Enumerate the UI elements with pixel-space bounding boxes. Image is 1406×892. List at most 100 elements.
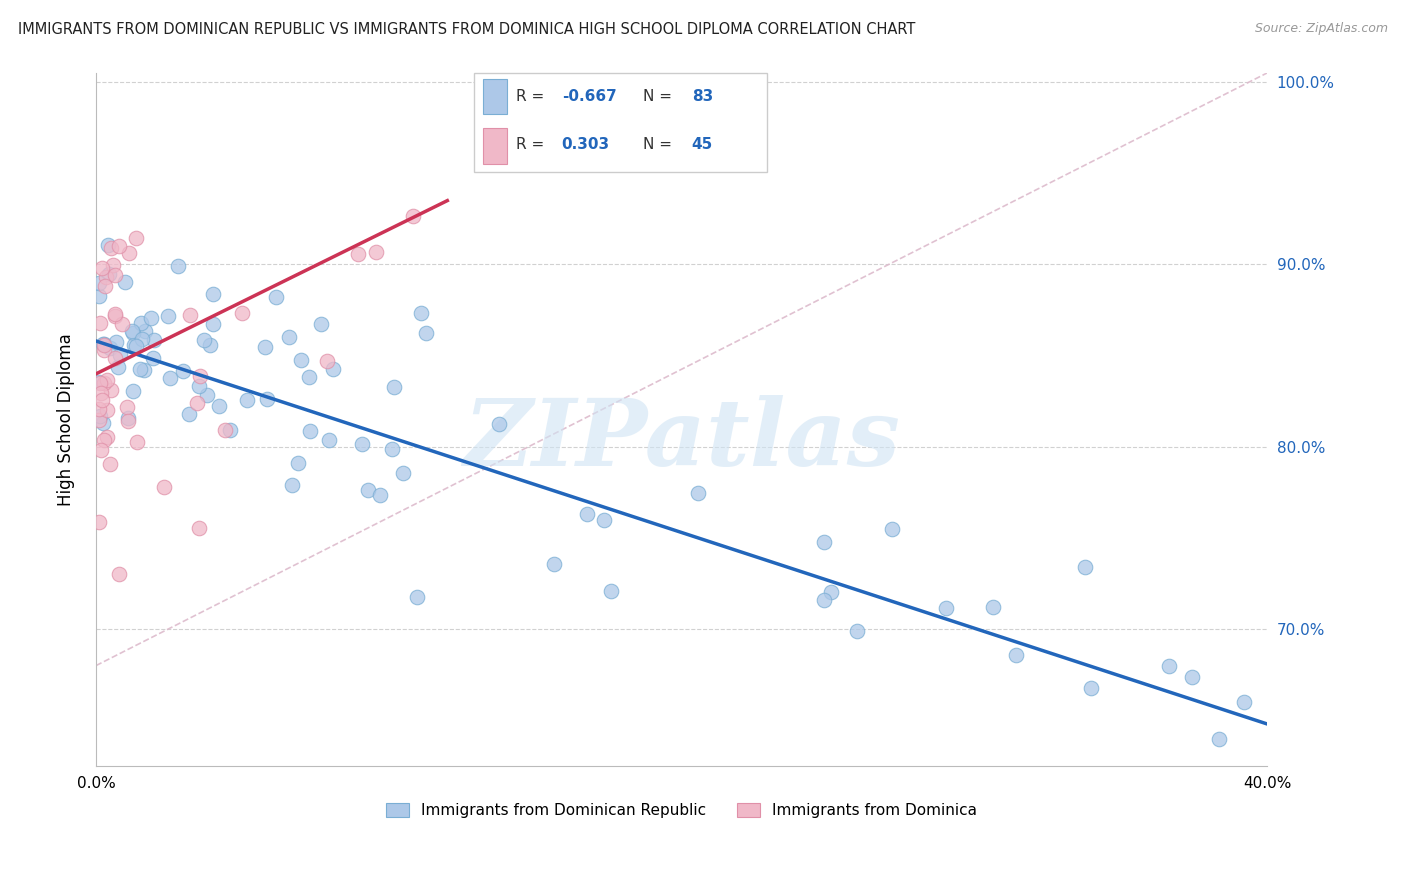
Point	[100, 241, 122, 255]
Point	[87, 276, 110, 290]
Point	[820, 585, 842, 599]
Point	[179, 308, 201, 322]
Text: N =: N =	[644, 137, 678, 153]
Point	[195, 388, 218, 402]
Point	[1074, 559, 1097, 574]
Point	[122, 338, 145, 352]
FancyBboxPatch shape	[474, 73, 768, 172]
Point	[309, 317, 332, 331]
Point	[382, 380, 405, 394]
Point	[172, 364, 194, 378]
Point	[142, 351, 165, 365]
Point	[346, 247, 368, 261]
Point	[125, 231, 148, 245]
Point	[405, 590, 427, 604]
Point	[935, 601, 957, 615]
Point	[1005, 648, 1028, 662]
Point	[415, 326, 437, 340]
Point	[264, 290, 287, 304]
Point	[89, 409, 111, 424]
Point	[104, 268, 127, 282]
Point	[105, 334, 128, 349]
FancyBboxPatch shape	[484, 128, 508, 163]
Point	[402, 209, 425, 223]
Point	[122, 384, 145, 398]
Y-axis label: High School Diploma: High School Diploma	[58, 333, 75, 506]
Point	[200, 338, 222, 352]
Point	[96, 430, 118, 444]
Point	[100, 384, 122, 398]
Point	[117, 400, 139, 414]
Point	[89, 316, 111, 330]
Text: R =: R =	[516, 137, 550, 153]
Point	[108, 348, 131, 362]
Point	[121, 324, 143, 338]
Point	[593, 513, 616, 527]
Point	[87, 516, 110, 530]
Point	[202, 318, 225, 332]
Point	[93, 343, 115, 357]
Point	[278, 330, 301, 344]
Point	[352, 437, 374, 451]
Point	[366, 244, 388, 259]
Text: -0.667: -0.667	[562, 89, 616, 104]
Point	[87, 402, 110, 417]
Point	[231, 305, 253, 319]
Point	[118, 246, 141, 260]
Point	[129, 361, 152, 376]
Point	[93, 433, 115, 447]
Point	[219, 424, 242, 438]
Point	[107, 360, 129, 375]
Point	[599, 583, 621, 598]
Point	[143, 333, 166, 347]
Point	[90, 260, 112, 275]
Point	[96, 402, 118, 417]
Point	[208, 400, 231, 414]
Point	[1232, 695, 1254, 709]
Point	[813, 534, 835, 549]
Point	[254, 340, 277, 354]
Point	[101, 258, 124, 272]
Point	[107, 567, 129, 582]
Point	[368, 488, 391, 502]
Point	[127, 435, 149, 450]
Point	[187, 378, 209, 392]
Text: R =: R =	[516, 89, 550, 104]
Point	[488, 417, 510, 431]
Point	[90, 385, 112, 400]
Point	[357, 483, 380, 497]
Point	[134, 363, 156, 377]
Text: Source: ZipAtlas.com: Source: ZipAtlas.com	[1254, 22, 1388, 36]
Point	[280, 478, 302, 492]
Point	[1080, 681, 1102, 695]
Point	[87, 289, 110, 303]
Point	[186, 396, 208, 410]
Point	[575, 507, 598, 521]
Point	[93, 337, 115, 351]
Point	[159, 371, 181, 385]
Point	[686, 486, 709, 500]
Point	[87, 413, 110, 427]
Point	[94, 270, 117, 285]
Text: N =: N =	[644, 89, 678, 104]
Point	[125, 339, 148, 353]
Point	[98, 457, 121, 471]
Point	[318, 433, 340, 447]
Point	[117, 415, 139, 429]
Legend: Immigrants from Dominican Republic, Immigrants from Dominica: Immigrants from Dominican Republic, Immi…	[380, 797, 983, 824]
Point	[98, 267, 121, 281]
Point	[287, 456, 309, 470]
Point	[167, 260, 190, 274]
Text: 0.303: 0.303	[562, 137, 610, 153]
Point	[392, 466, 415, 480]
Point	[131, 332, 153, 346]
Point	[94, 278, 117, 293]
Point	[157, 310, 180, 324]
Point	[153, 480, 176, 494]
Point	[90, 443, 112, 458]
Point	[104, 309, 127, 323]
Point	[96, 373, 118, 387]
Point	[89, 376, 111, 390]
Text: ZIPatlas: ZIPatlas	[463, 395, 900, 485]
Point	[813, 593, 835, 607]
